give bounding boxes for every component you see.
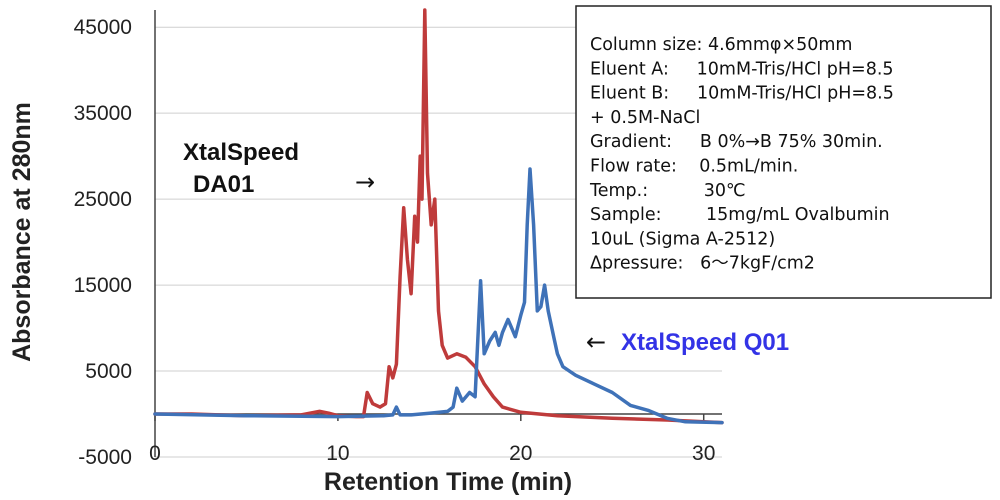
condition-line: Flow rate: 0.5mL/min. — [590, 157, 798, 177]
series-line-q01 — [153, 167, 724, 425]
y-tick-label: 45000 — [74, 16, 132, 39]
y-tick-label: -5000 — [78, 446, 132, 469]
condition-line: Column size: 4.6mmφ×50mm — [590, 35, 852, 55]
y-tick-label: 35000 — [74, 102, 132, 125]
arrow-left-icon: ← — [586, 328, 606, 356]
y-tick-label: 25000 — [74, 188, 132, 211]
condition-line: + 0.5M-NaCl — [590, 108, 700, 128]
condition-line: 10uL (Sigma A-2512) — [590, 229, 775, 249]
condition-line: Gradient: B 0%→B 75% 30min. — [590, 132, 883, 152]
series-label-da01-line2: DA01 — [193, 171, 254, 198]
x-axis-title: Retention Time (min) — [324, 468, 572, 496]
series-label-q01: XtalSpeed Q01 — [621, 329, 789, 356]
series-lines — [153, 8, 724, 425]
condition-line: Eluent B: 10mM-Tris/HCl pH=8.5 — [590, 84, 894, 104]
condition-line: Δpressure: 6～7kgF/cm2 — [590, 254, 815, 274]
series-label-da01-line1: XtalSpeed — [183, 139, 299, 166]
arrow-right-icon: → — [355, 168, 375, 196]
x-tick-label: 0 — [149, 442, 161, 465]
condition-line: Eluent A: 10mM-Tris/HCl pH=8.5 — [590, 59, 894, 79]
x-tick-label: 30 — [692, 442, 715, 465]
y-axis-title: Absorbance at 280nm — [8, 102, 36, 362]
y-tick-labels: 45000 35000 25000 15000 5000 -5000 — [74, 16, 132, 469]
conditions-box: Column size: 4.6mmφ×50mm Eluent A: 10mM-T… — [575, 5, 992, 299]
condition-line: Sample: 15mg/mL Ovalbumin — [590, 205, 890, 225]
condition-line: Temp.: 30℃ — [589, 181, 746, 201]
x-tick-label: 10 — [326, 442, 349, 465]
y-tick-label: 5000 — [85, 360, 132, 383]
x-tick-labels: 0 10 20 30 — [149, 414, 715, 465]
y-tick-label: 15000 — [74, 274, 132, 297]
x-tick-label: 20 — [509, 442, 532, 465]
